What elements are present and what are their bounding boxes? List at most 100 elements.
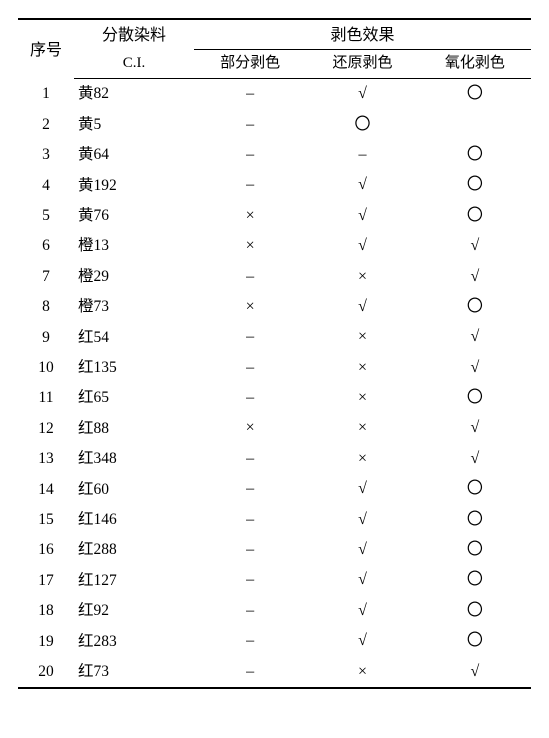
cell-partial: ×	[194, 231, 306, 261]
cell-dye: 黄76	[74, 201, 194, 231]
cell-oxidize: 〇	[419, 474, 531, 504]
cell-index: 10	[18, 353, 74, 383]
table-row: 19红283–√〇	[18, 626, 531, 656]
cell-partial: ×	[194, 292, 306, 322]
cell-reduce: √	[306, 231, 418, 261]
cell-oxidize: √	[419, 353, 531, 383]
cell-oxidize: 〇	[419, 505, 531, 535]
cell-index: 11	[18, 383, 74, 413]
cell-reduce: √	[306, 474, 418, 504]
cell-partial: –	[194, 383, 306, 413]
cell-index: 4	[18, 170, 74, 200]
cell-dye: 黄64	[74, 140, 194, 170]
cell-index: 17	[18, 565, 74, 595]
cell-oxidize: √	[419, 322, 531, 352]
cell-index: 12	[18, 413, 74, 443]
cell-partial: –	[194, 353, 306, 383]
cell-oxidize: √	[419, 231, 531, 261]
table-row: 10红135–×√	[18, 353, 531, 383]
table-row: 11红65–×〇	[18, 383, 531, 413]
table-header: 序号 分散染料 剥色效果 C.I. 部分剥色 还原剥色 氧化剥色	[18, 19, 531, 79]
cell-index: 20	[18, 657, 74, 688]
cell-partial: –	[194, 79, 306, 110]
cell-reduce: –	[306, 140, 418, 170]
cell-index: 9	[18, 322, 74, 352]
table-row: 12红88××√	[18, 413, 531, 443]
cell-oxidize: √	[419, 413, 531, 443]
cell-reduce: √	[306, 565, 418, 595]
cell-index: 5	[18, 201, 74, 231]
table-row: 2黄5–〇	[18, 110, 531, 140]
table-body: 1黄82–√〇2黄5–〇3黄64––〇4黄192–√〇5黄76×√〇6橙13×√…	[18, 79, 531, 688]
cell-index: 2	[18, 110, 74, 140]
cell-partial: –	[194, 535, 306, 565]
table-row: 9红54–×√	[18, 322, 531, 352]
cell-dye: 黄82	[74, 79, 194, 110]
table-row: 13红348–×√	[18, 444, 531, 474]
cell-reduce: ×	[306, 262, 418, 292]
cell-reduce: √	[306, 596, 418, 626]
dye-stripping-table-container: 序号 分散染料 剥色效果 C.I. 部分剥色 还原剥色 氧化剥色 1黄82–√〇…	[0, 0, 549, 703]
table-row: 5黄76×√〇	[18, 201, 531, 231]
dye-stripping-table: 序号 分散染料 剥色效果 C.I. 部分剥色 还原剥色 氧化剥色 1黄82–√〇…	[18, 18, 531, 689]
cell-oxidize: 〇	[419, 535, 531, 565]
table-row: 18红92–√〇	[18, 596, 531, 626]
cell-reduce: √	[306, 505, 418, 535]
table-row: 14红60–√〇	[18, 474, 531, 504]
cell-reduce: √	[306, 535, 418, 565]
cell-partial: –	[194, 657, 306, 688]
cell-oxidize	[419, 110, 531, 140]
cell-partial: –	[194, 262, 306, 292]
cell-dye: 红348	[74, 444, 194, 474]
cell-dye: 红288	[74, 535, 194, 565]
cell-dye: 红146	[74, 505, 194, 535]
cell-reduce: √	[306, 626, 418, 656]
cell-dye: 红92	[74, 596, 194, 626]
table-row: 15红146–√〇	[18, 505, 531, 535]
cell-reduce: ×	[306, 353, 418, 383]
cell-partial: –	[194, 626, 306, 656]
cell-index: 16	[18, 535, 74, 565]
table-row: 6橙13×√√	[18, 231, 531, 261]
cell-index: 15	[18, 505, 74, 535]
cell-reduce: 〇	[306, 110, 418, 140]
cell-partial: –	[194, 474, 306, 504]
col-subheader-ci: C.I.	[74, 50, 194, 79]
col-header-reduce: 还原剥色	[306, 50, 418, 79]
cell-partial: –	[194, 444, 306, 474]
cell-partial: –	[194, 322, 306, 352]
cell-oxidize: 〇	[419, 201, 531, 231]
cell-reduce: √	[306, 170, 418, 200]
cell-oxidize: 〇	[419, 170, 531, 200]
cell-partial: –	[194, 110, 306, 140]
cell-dye: 红60	[74, 474, 194, 504]
cell-reduce: ×	[306, 657, 418, 688]
cell-dye: 红283	[74, 626, 194, 656]
cell-oxidize: 〇	[419, 292, 531, 322]
cell-partial: –	[194, 140, 306, 170]
cell-oxidize: 〇	[419, 140, 531, 170]
cell-index: 13	[18, 444, 74, 474]
cell-reduce: √	[306, 79, 418, 110]
cell-partial: ×	[194, 413, 306, 443]
cell-oxidize: √	[419, 444, 531, 474]
cell-oxidize: 〇	[419, 383, 531, 413]
cell-partial: ×	[194, 201, 306, 231]
table-row: 16红288–√〇	[18, 535, 531, 565]
cell-reduce: √	[306, 292, 418, 322]
cell-dye: 黄192	[74, 170, 194, 200]
cell-partial: –	[194, 596, 306, 626]
cell-oxidize: 〇	[419, 565, 531, 595]
cell-reduce: √	[306, 201, 418, 231]
table-row: 17红127–√〇	[18, 565, 531, 595]
cell-index: 8	[18, 292, 74, 322]
cell-oxidize: √	[419, 262, 531, 292]
cell-partial: –	[194, 170, 306, 200]
cell-oxidize: 〇	[419, 596, 531, 626]
cell-partial: –	[194, 505, 306, 535]
col-header-oxidize: 氧化剥色	[419, 50, 531, 79]
table-row: 1黄82–√〇	[18, 79, 531, 110]
table-row: 3黄64––〇	[18, 140, 531, 170]
cell-dye: 红127	[74, 565, 194, 595]
cell-index: 6	[18, 231, 74, 261]
